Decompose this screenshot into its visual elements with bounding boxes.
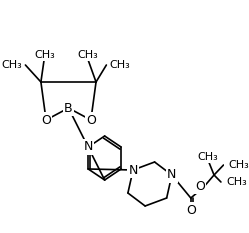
Text: O: O <box>86 113 96 127</box>
Text: N: N <box>167 168 177 182</box>
Text: CH₃: CH₃ <box>226 177 247 187</box>
Text: CH₃: CH₃ <box>198 152 218 162</box>
Text: O: O <box>186 203 196 216</box>
Text: O: O <box>195 179 205 192</box>
Text: CH₃: CH₃ <box>77 50 98 60</box>
Text: CH₃: CH₃ <box>1 60 22 70</box>
Text: N: N <box>128 164 138 177</box>
Text: CH₃: CH₃ <box>110 60 130 70</box>
Text: CH₃: CH₃ <box>34 50 55 60</box>
Text: B: B <box>64 102 73 114</box>
Text: O: O <box>41 113 51 127</box>
Text: N: N <box>84 140 93 154</box>
Text: CH₃: CH₃ <box>229 160 249 170</box>
